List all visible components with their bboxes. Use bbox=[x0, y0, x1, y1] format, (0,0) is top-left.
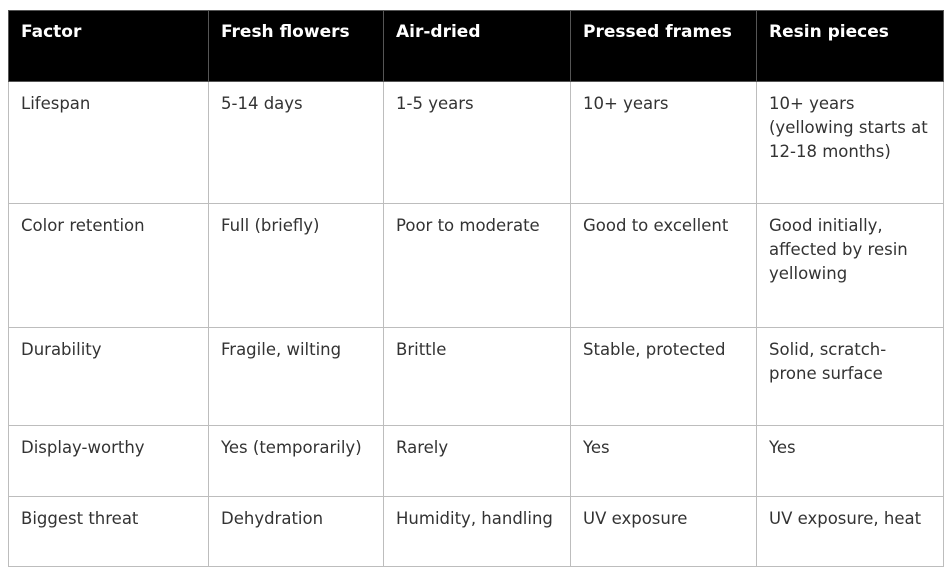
header-cell: Fresh flowers bbox=[208, 10, 384, 82]
factor-cell: Color retention bbox=[8, 203, 209, 328]
header-row: Factor Fresh flowers Air-dried Pressed fram… bbox=[8, 10, 944, 82]
table-cell: Brittle bbox=[383, 327, 571, 426]
table-cell: Stable, protected bbox=[570, 327, 757, 426]
factor-cell: Durability bbox=[8, 327, 209, 426]
factor-cell: Lifespan bbox=[8, 81, 209, 204]
table-cell: 5-14 days bbox=[208, 81, 384, 204]
table-row: Biggest threat Dehydration Humidity, handl… bbox=[8, 496, 944, 567]
table-cell: Yes (temporarily) bbox=[208, 425, 384, 497]
comparison-table: Factor Fresh flowers Air-dried Pressed fram… bbox=[8, 10, 944, 567]
header-cell: Pressed frames bbox=[570, 10, 757, 82]
header-cell: Resin pieces bbox=[756, 10, 944, 82]
table-cell: UV exposure bbox=[570, 496, 757, 567]
table-row: Lifespan 5-14 days 1-5 years 10+ years 10+ y… bbox=[8, 81, 944, 204]
table-cell: Solid, scratch-prone surface bbox=[756, 327, 944, 426]
table-row: Durability Fragile, wilting Brittle Stable,… bbox=[8, 327, 944, 426]
table-container: Factor Fresh flowers Air-dried Pressed fram… bbox=[8, 10, 944, 567]
table-cell: Dehydration bbox=[208, 496, 384, 567]
table-cell: Full (briefly) bbox=[208, 203, 384, 328]
factor-cell: Biggest threat bbox=[8, 496, 209, 567]
factor-cell: Display-worthy bbox=[8, 425, 209, 497]
table-cell: Yes bbox=[756, 425, 944, 497]
table-cell: Yes bbox=[570, 425, 757, 497]
table-row: Display-worthy Yes (temporarily) Rarely Yes… bbox=[8, 425, 944, 497]
table-header: Factor Fresh flowers Air-dried Pressed fram… bbox=[8, 10, 944, 82]
table-cell: UV exposure, heat bbox=[756, 496, 944, 567]
table-cell: 10+ years (yellowing starts at 12-18 mon… bbox=[756, 81, 944, 204]
table-row: Color retention Full (briefly) Poor to mod… bbox=[8, 203, 944, 328]
table-cell: Rarely bbox=[383, 425, 571, 497]
table-body: Lifespan 5-14 days 1-5 years 10+ years 10+ y… bbox=[8, 81, 944, 567]
table-cell: 10+ years bbox=[570, 81, 757, 204]
header-cell: Air-dried bbox=[383, 10, 571, 82]
table-cell: Good initially, affected by resin yellow… bbox=[756, 203, 944, 328]
table-cell: Humidity, handling bbox=[383, 496, 571, 567]
header-cell: Factor bbox=[8, 10, 209, 82]
table-cell: Good to excellent bbox=[570, 203, 757, 328]
table-cell: Poor to moderate bbox=[383, 203, 571, 328]
table-cell: Fragile, wilting bbox=[208, 327, 384, 426]
table-cell: 1-5 years bbox=[383, 81, 571, 204]
